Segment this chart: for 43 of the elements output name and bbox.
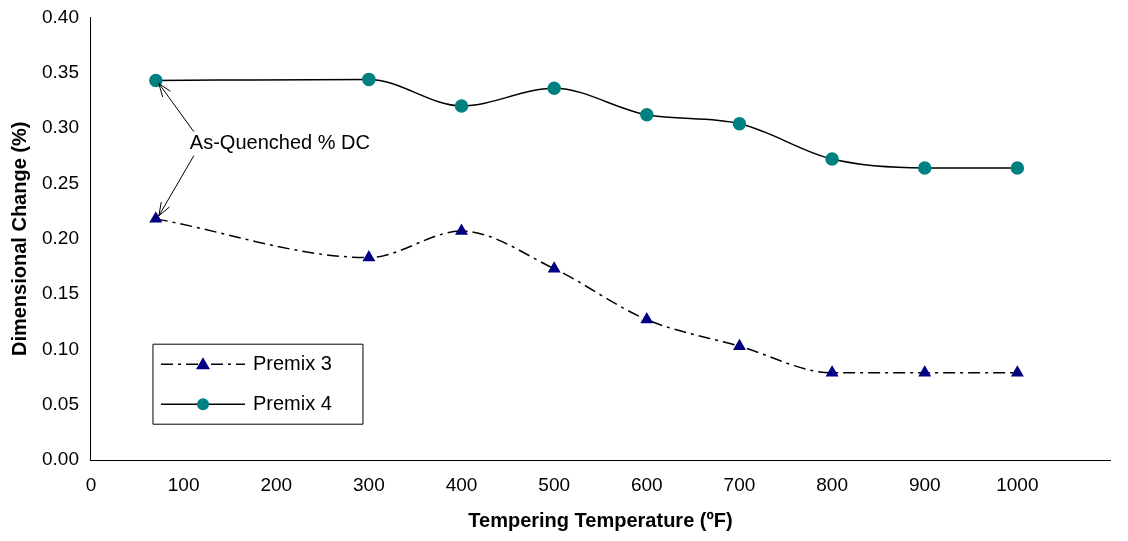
legend-label: Premix 3 — [252, 351, 332, 374]
legend-label: Premix 4 — [252, 391, 332, 414]
point — [640, 312, 653, 324]
point — [1011, 366, 1024, 377]
y-tick-label: 0.25 — [42, 171, 79, 193]
point — [826, 366, 839, 377]
x-tick-label: 500 — [538, 473, 571, 495]
x-tick-label: 400 — [445, 473, 478, 495]
point — [732, 116, 747, 131]
point — [917, 161, 932, 175]
point — [640, 108, 654, 122]
point — [455, 224, 468, 235]
y-tick-label: 0.40 — [42, 5, 79, 27]
point — [362, 72, 376, 87]
x-tick-label: 800 — [816, 473, 848, 495]
point — [149, 73, 163, 88]
point — [454, 99, 469, 113]
x-tick-label: 100 — [167, 473, 200, 495]
y-tick-label: 0.00 — [42, 448, 79, 470]
y-tick-label: 0.05 — [42, 393, 79, 415]
annotation: As-Quenched % DC — [189, 131, 370, 154]
y-tick-label: 0.20 — [42, 227, 79, 249]
y-tick-label: 0.35 — [42, 60, 79, 82]
x-tick-label: 0 — [85, 473, 97, 495]
point — [149, 212, 162, 223]
x-tick-label: 900 — [908, 473, 941, 495]
point — [362, 250, 375, 262]
point — [918, 366, 931, 377]
point — [1010, 161, 1025, 175]
x-tick-label: 600 — [630, 473, 663, 495]
x-tick-label: 200 — [260, 473, 293, 495]
x-axis-title: Tempering Temperature (ºF) — [468, 508, 733, 531]
point — [548, 261, 561, 273]
y-axis-title: Dimensional Change (%) — [7, 121, 30, 357]
point — [825, 152, 839, 166]
x-tick-label: 300 — [353, 473, 385, 495]
y-tick-label: 0.10 — [42, 337, 79, 359]
x-tick-label: 700 — [723, 473, 756, 495]
point — [547, 81, 561, 95]
x-tick-label: 1000 — [996, 473, 1039, 495]
y-tick-label: 0.15 — [42, 282, 79, 304]
point — [733, 339, 746, 350]
y-tick-label: 0.30 — [42, 116, 79, 138]
